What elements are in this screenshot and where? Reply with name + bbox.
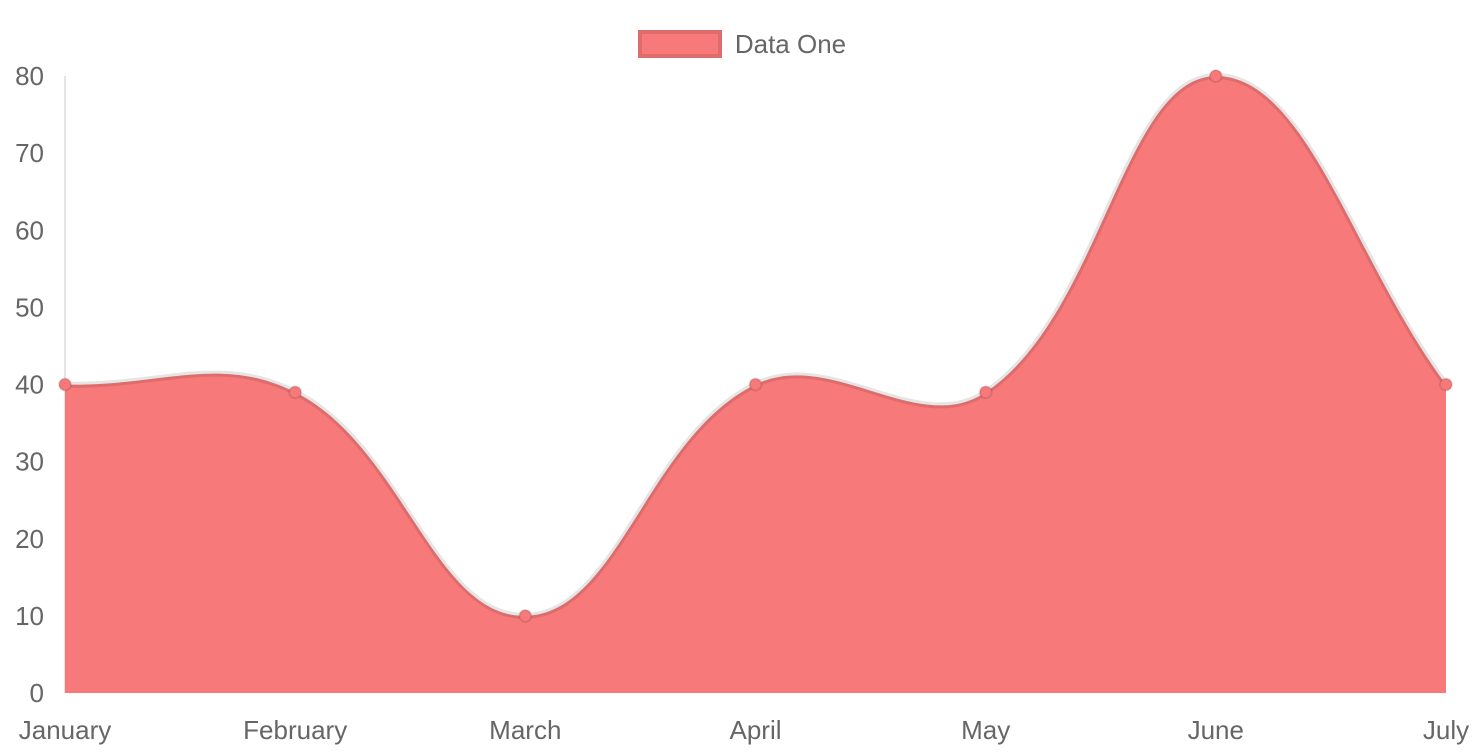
x-tick-label: July — [1423, 715, 1469, 745]
data-point-july[interactable] — [1439, 377, 1453, 392]
data-point-march[interactable] — [518, 608, 533, 623]
data-point-february[interactable] — [288, 385, 303, 400]
x-tick-label: March — [489, 715, 561, 745]
x-tick-label: June — [1188, 715, 1244, 745]
data-point-january[interactable] — [58, 377, 72, 392]
legend-label: Data One — [734, 29, 847, 59]
y-tick-label: 20 — [15, 524, 44, 554]
data-point-june[interactable] — [1208, 69, 1223, 83]
data-point-may[interactable] — [978, 385, 993, 400]
y-tick-label: 70 — [15, 138, 44, 168]
y-tick-label: 40 — [15, 370, 44, 400]
chart-legend[interactable]: Data One — [0, 30, 1484, 58]
y-tick-label: 30 — [15, 447, 44, 477]
series-line-data-one — [64, 72, 1449, 619]
y-tick-label: 80 — [15, 61, 44, 91]
legend-swatch-data-one — [637, 30, 722, 58]
data-point-april[interactable] — [748, 377, 763, 392]
y-tick-label: 10 — [15, 601, 44, 631]
x-tick-label: February — [243, 715, 347, 745]
x-tick-label: January — [19, 715, 112, 745]
x-tick-label: April — [729, 715, 781, 745]
x-tick-label: May — [961, 715, 1010, 745]
y-tick-label: 50 — [15, 292, 44, 322]
y-tick-label: 60 — [15, 215, 44, 245]
y-tick-label: 0 — [30, 678, 44, 708]
